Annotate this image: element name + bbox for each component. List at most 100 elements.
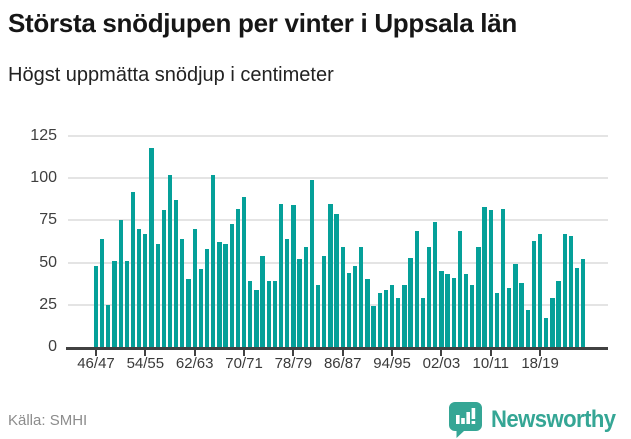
x-axis-tick bbox=[539, 349, 542, 356]
bar bbox=[414, 230, 419, 347]
bar bbox=[463, 274, 469, 347]
bar bbox=[352, 265, 358, 347]
bar bbox=[186, 279, 191, 347]
bar bbox=[537, 233, 543, 347]
plot-area: 0 25 50 75 100 125 46/47 54/55 62/63 70/71 78/79 86… bbox=[30, 127, 608, 372]
x-axis-tick bbox=[292, 349, 295, 356]
bar bbox=[93, 265, 99, 347]
bar bbox=[303, 247, 308, 347]
x-axis-tick bbox=[144, 349, 147, 356]
newsworthy-icon bbox=[448, 401, 482, 438]
bar bbox=[315, 284, 321, 347]
bar bbox=[149, 147, 154, 347]
bar bbox=[254, 289, 259, 347]
bar bbox=[211, 174, 216, 347]
y-axis-label: 0 bbox=[48, 338, 57, 355]
bar bbox=[445, 274, 450, 347]
bar bbox=[513, 264, 518, 347]
x-axis-tick bbox=[440, 349, 443, 356]
bar bbox=[248, 281, 253, 347]
bar bbox=[180, 238, 185, 347]
bar bbox=[340, 247, 345, 347]
bar bbox=[285, 238, 290, 347]
bar bbox=[371, 306, 376, 347]
y-axis-label: 50 bbox=[39, 253, 57, 271]
bar bbox=[420, 298, 426, 347]
bar bbox=[581, 259, 586, 347]
x-axis-line bbox=[66, 347, 608, 350]
bar bbox=[322, 255, 327, 347]
bar bbox=[346, 272, 352, 347]
x-axis-tick bbox=[391, 349, 394, 356]
gridline-y125 bbox=[68, 135, 608, 137]
bar bbox=[500, 208, 506, 347]
bar bbox=[161, 210, 166, 347]
x-axis-label: 78/79 bbox=[274, 355, 313, 372]
bar bbox=[433, 222, 438, 347]
bar bbox=[229, 223, 234, 347]
x-axis-label: 94/95 bbox=[373, 355, 411, 372]
x-axis-label: 02/03 bbox=[422, 355, 461, 372]
bar bbox=[476, 247, 481, 347]
x-axis-label: 18/19 bbox=[521, 355, 559, 372]
x-axis-tick bbox=[193, 349, 196, 356]
bar bbox=[519, 282, 524, 347]
bar bbox=[494, 292, 500, 347]
x-axis-label: 46/47 bbox=[77, 355, 115, 372]
y-axis-label: 100 bbox=[30, 169, 57, 187]
bar bbox=[106, 304, 111, 347]
gridline-y100 bbox=[68, 177, 608, 180]
bar bbox=[112, 260, 117, 347]
newsworthy-logo[interactable]: Newsworthy bbox=[448, 401, 626, 438]
y-axis-label: 125 bbox=[30, 127, 57, 144]
bar bbox=[124, 260, 129, 347]
bar bbox=[525, 309, 530, 347]
x-axis-tick bbox=[95, 349, 97, 356]
bar bbox=[100, 238, 105, 347]
bar bbox=[550, 298, 555, 347]
bar bbox=[334, 213, 339, 347]
bar bbox=[297, 259, 302, 347]
bar bbox=[544, 318, 549, 347]
bar bbox=[260, 255, 265, 347]
x-axis-tick bbox=[243, 349, 246, 356]
bar bbox=[328, 203, 333, 347]
bar bbox=[235, 208, 240, 347]
bar bbox=[439, 271, 444, 347]
bar bbox=[359, 247, 364, 347]
bar bbox=[470, 284, 475, 347]
bar bbox=[457, 230, 463, 347]
x-axis-label: 62/63 bbox=[175, 355, 214, 372]
bar bbox=[556, 281, 561, 347]
bar bbox=[488, 210, 493, 347]
bar bbox=[309, 179, 315, 347]
bar bbox=[377, 292, 382, 347]
bar bbox=[568, 235, 574, 347]
bar bbox=[223, 244, 228, 347]
bar bbox=[167, 174, 173, 347]
y-axis-label: 25 bbox=[39, 295, 57, 313]
chart-title: Största snödjupen per vinter i Uppsala l… bbox=[8, 8, 517, 38]
bar bbox=[383, 289, 389, 347]
x-axis-label: 54/55 bbox=[126, 355, 165, 372]
x-axis-label: 70/71 bbox=[225, 355, 263, 372]
bar bbox=[192, 228, 197, 347]
y-axis-label: 75 bbox=[39, 211, 57, 229]
newsworthy-wordmark: Newsworthy bbox=[490, 405, 616, 433]
bar bbox=[155, 244, 160, 347]
bar bbox=[241, 196, 247, 347]
bar bbox=[137, 228, 142, 347]
bar bbox=[562, 233, 567, 347]
x-axis-label: 10/11 bbox=[472, 355, 509, 372]
bar bbox=[408, 257, 413, 347]
bar bbox=[217, 242, 222, 347]
bar bbox=[130, 191, 136, 347]
bar bbox=[204, 249, 210, 347]
bar bbox=[174, 200, 179, 347]
bar bbox=[365, 279, 370, 347]
bar bbox=[482, 206, 487, 347]
bar bbox=[291, 205, 296, 347]
source-text: Källa: SMHI bbox=[8, 412, 88, 429]
bar bbox=[451, 277, 456, 347]
